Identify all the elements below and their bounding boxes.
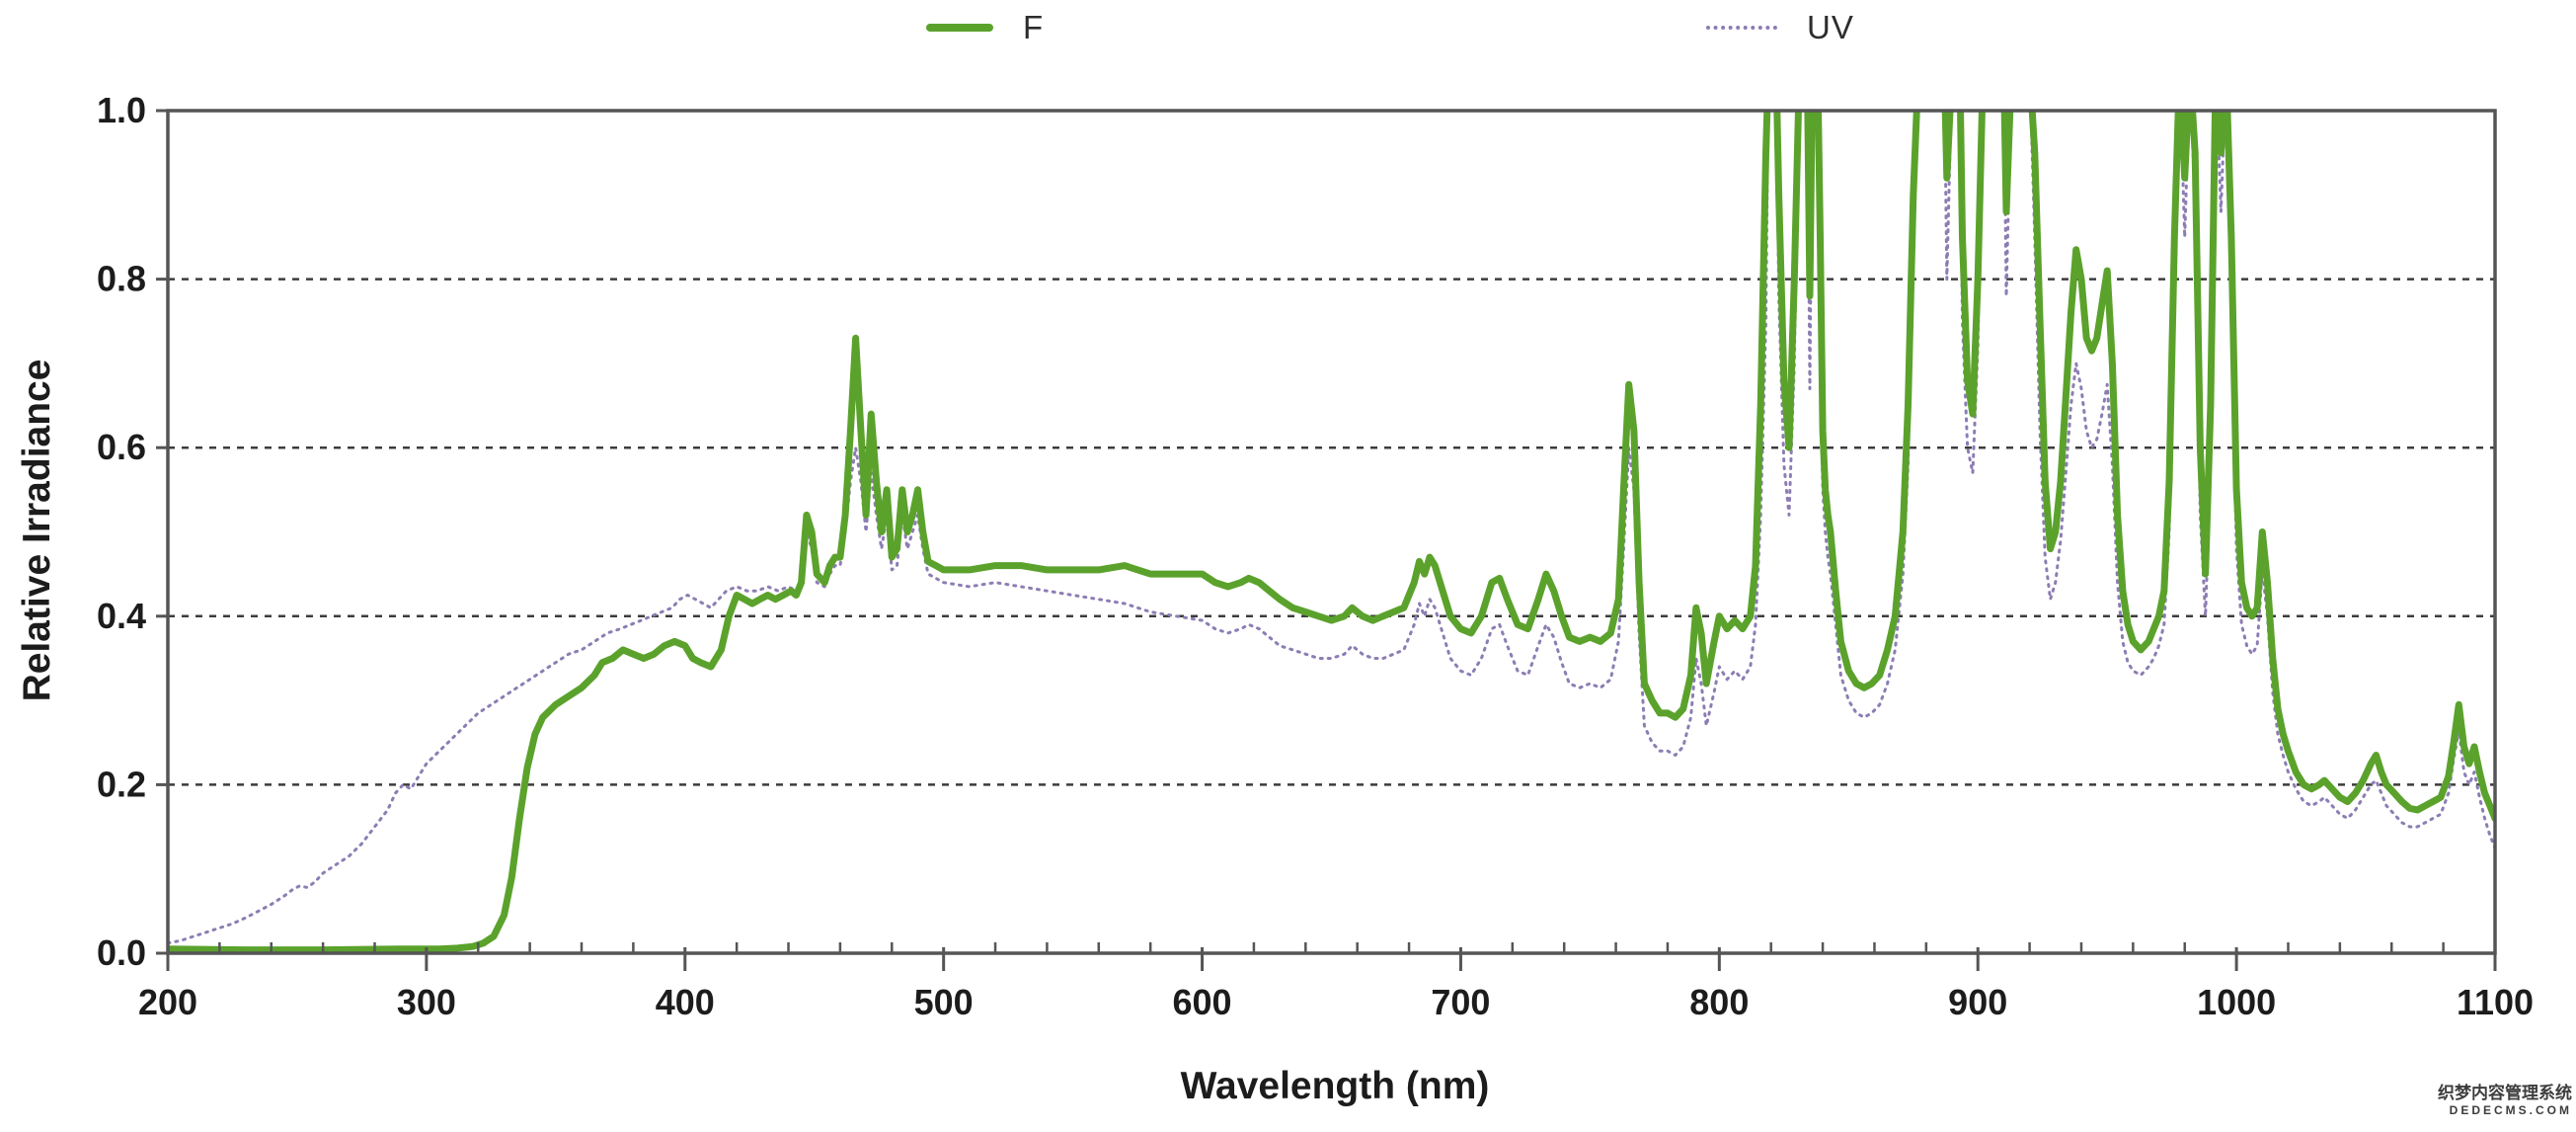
plot-border — [166, 109, 2497, 955]
x-tick-label: 500 — [914, 982, 974, 1022]
x-axis-title: Wavelength (nm) — [1180, 1065, 1490, 1107]
gridlines — [168, 278, 2495, 786]
y-tick-label: 0.2 — [97, 764, 146, 804]
y-axis-ticks: 0.0 0.2 0.4 0.6 0.8 1.0 — [97, 90, 168, 973]
x-tick-label: 200 — [138, 982, 197, 1022]
x-tick-label: 800 — [1689, 982, 1749, 1022]
watermark-line1: 织梦内容管理系统 — [2438, 1084, 2572, 1102]
y-tick-label: 0.0 — [97, 932, 146, 973]
x-tick-label: 400 — [656, 982, 715, 1022]
x-axis-ticks: 200 300 400 500 600 700 800 900 1000 1100 — [138, 942, 2534, 1022]
watermark-line2: DEDECMS.COM — [2449, 1103, 2572, 1118]
x-tick-label: 1000 — [2197, 982, 2276, 1022]
legend-label-f: F — [1023, 9, 1045, 45]
uv-series-line-swatch — [1706, 26, 1777, 30]
y-tick-label: 0.6 — [97, 427, 146, 467]
x-tick-label: 1100 — [2457, 982, 2534, 1022]
legend-item-f: F — [926, 6, 1044, 49]
watermark: 织梦内容管理系统 DEDECMS.COM — [2438, 1083, 2572, 1118]
x-tick-label: 600 — [1173, 982, 1232, 1022]
y-tick-label: 0.4 — [97, 596, 146, 636]
legend-label-uv: UV — [1807, 9, 1854, 45]
x-tick-label: 900 — [1948, 982, 2007, 1022]
x-tick-label: 300 — [397, 982, 456, 1022]
series-f-line — [168, 111, 2495, 953]
x-tick-label: 700 — [1431, 982, 1490, 1022]
legend-item-uv: UV — [1706, 6, 1854, 49]
y-tick-label: 0.8 — [97, 259, 146, 299]
y-axis-title: Relative Irradiance — [16, 359, 58, 702]
series-uv-line — [168, 111, 2495, 945]
y-tick-label: 1.0 — [97, 90, 146, 130]
f-series-line-swatch — [926, 24, 993, 32]
